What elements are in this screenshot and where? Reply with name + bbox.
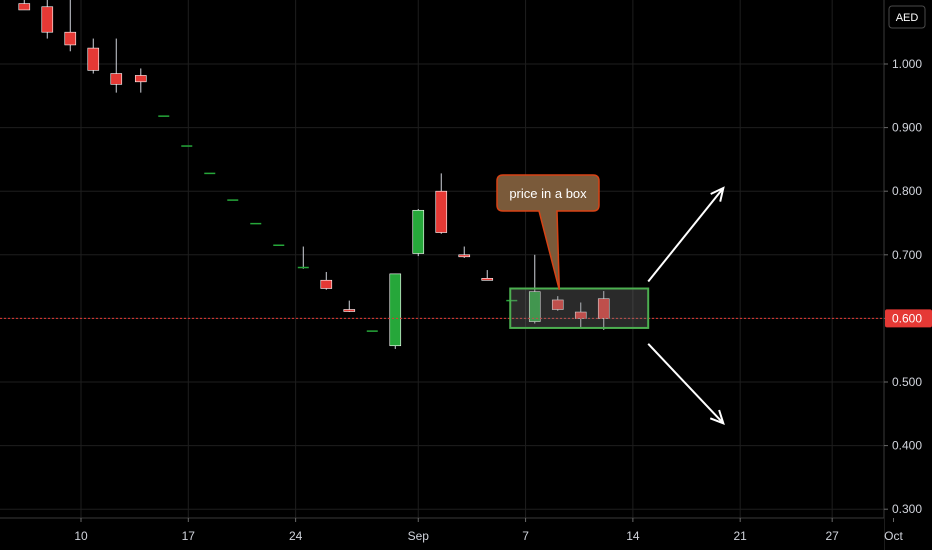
candle-body [551,299,564,310]
candle [18,0,31,11]
callout: price in a box [496,174,600,290]
y-tick-label: 0.900 [892,121,922,135]
candle [87,38,100,74]
candle [481,270,494,281]
x-tick-label: 14 [626,529,640,543]
x-tick-label: 10 [74,529,88,543]
x-tick-label: 27 [825,529,839,543]
candle-body [87,47,100,71]
candle [551,296,564,311]
x-tick-label: Sep [408,529,430,543]
candle-body [481,278,494,281]
y-tick-label: 0.500 [892,375,922,389]
arrow-shaft [647,343,725,425]
candle [64,0,77,52]
x-tick-label: 7 [522,529,529,543]
arrow-shaft [647,187,725,283]
x-tick-label: 21 [734,529,748,543]
candle-body [134,75,147,83]
annotations: price in a box [496,174,725,426]
candle-body [412,209,425,254]
candle [458,246,471,258]
x-tick-label: 17 [182,529,196,543]
y-tick-label: 0.800 [892,184,922,198]
candle [41,0,54,39]
candle-body [320,279,333,289]
x-axis[interactable]: 10 17 24 Sep 7 14 21 27 Oct [0,517,903,550]
last-price-tag: 0.600 [885,309,932,328]
candle-body [343,309,356,312]
candle [435,173,448,234]
callout-bubble [496,174,600,290]
arrow-head [709,409,725,426]
y-tick-label: 0.700 [892,248,922,262]
y-axis[interactable]: 1.000 0.900 0.800 0.700 0.600 0.500 0.400 0.300 [883,0,932,550]
candle [320,271,333,290]
candle-body [435,190,448,233]
candle-body [389,273,402,347]
candle [597,291,610,330]
y-tick-label: 1.000 [892,57,922,71]
y-tick-label: 0.300 [892,502,922,516]
candle [343,300,356,313]
currency-label: AED [896,12,919,24]
price-box [509,287,650,329]
x-tick-label: 24 [289,529,303,543]
candle [412,209,425,257]
candle [297,246,309,269]
candle [389,273,402,349]
candle-body [597,298,610,319]
x-tick-label: Oct [884,529,903,543]
candle-body [64,31,77,46]
candle-body [18,3,31,11]
arrow-up [647,186,725,283]
arrow-head [710,186,725,202]
last-price-value: 0.600 [892,311,922,325]
x-axis-background [0,518,884,550]
y-axis-background [884,0,932,550]
callout-text: price in a box [509,186,587,201]
currency-button[interactable]: AED [888,5,926,29]
candles [18,0,610,349]
y-tick-label: 0.400 [892,439,922,453]
candle [110,38,123,93]
arrow-down [647,343,725,426]
candle [134,68,147,93]
candle-body [41,6,54,33]
candle-body [458,254,471,258]
candle-body [110,73,123,85]
candle-body [528,291,541,322]
